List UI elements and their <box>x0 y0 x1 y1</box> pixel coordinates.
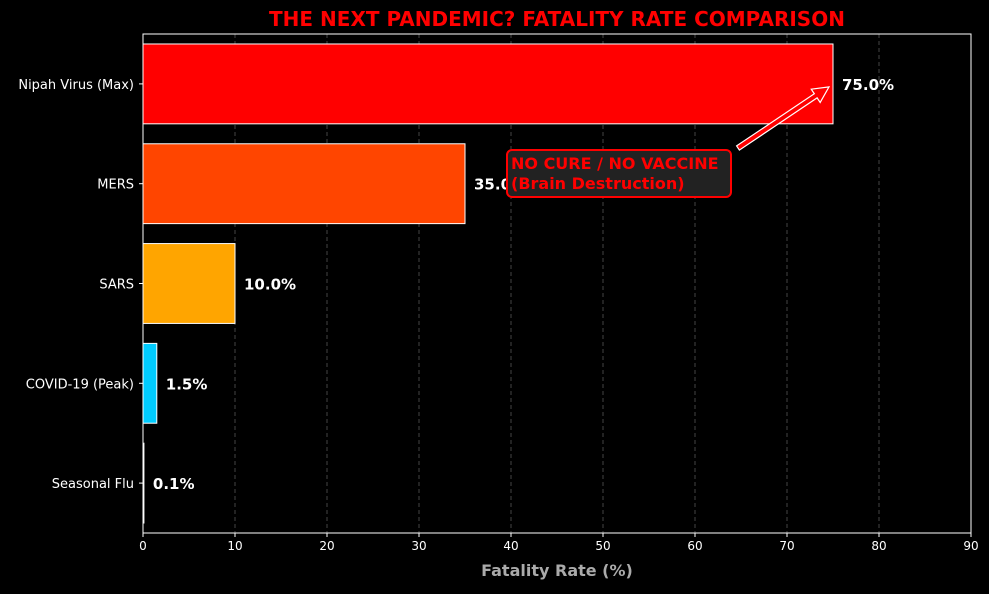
x-tick-label: 70 <box>779 539 794 553</box>
bar <box>142 342 158 424</box>
y-category-label: Seasonal Flu <box>52 477 134 492</box>
x-tick-label: 90 <box>963 539 978 553</box>
annotation-box <box>506 149 732 198</box>
x-tick-label: 60 <box>687 539 702 553</box>
x-axis-label: Fatality Rate (%) <box>481 561 633 580</box>
bar-value-label: 75.0% <box>842 76 894 94</box>
chart-title: THE NEXT PANDEMIC? FATALITY RATE COMPARI… <box>269 7 845 31</box>
x-tick-label: 30 <box>411 539 426 553</box>
annotation-arrow <box>735 86 831 151</box>
y-category-label: COVID-19 (Peak) <box>26 377 134 392</box>
bar <box>142 43 834 125</box>
x-tick-label: 40 <box>503 539 518 553</box>
annotation-text: (Brain Destruction) <box>511 174 685 193</box>
x-tick-label: 10 <box>227 539 242 553</box>
x-tick-label: 80 <box>871 539 886 553</box>
y-category-label: SARS <box>99 278 134 293</box>
bar <box>142 243 236 324</box>
annotation-text: NO CURE / NO VACCINE <box>511 154 719 173</box>
x-tick-label: 0 <box>139 539 147 553</box>
x-tick-label: 20 <box>319 539 334 553</box>
y-category-label: Nipah Virus (Max) <box>18 78 134 93</box>
bar-value-label: 10.0% <box>244 276 296 294</box>
y-category-label: MERS <box>97 178 134 193</box>
x-tick-label: 50 <box>595 539 610 553</box>
bar <box>142 143 466 225</box>
bar-value-label: 0.1% <box>153 475 195 493</box>
bar-value-label: 1.5% <box>166 375 208 393</box>
